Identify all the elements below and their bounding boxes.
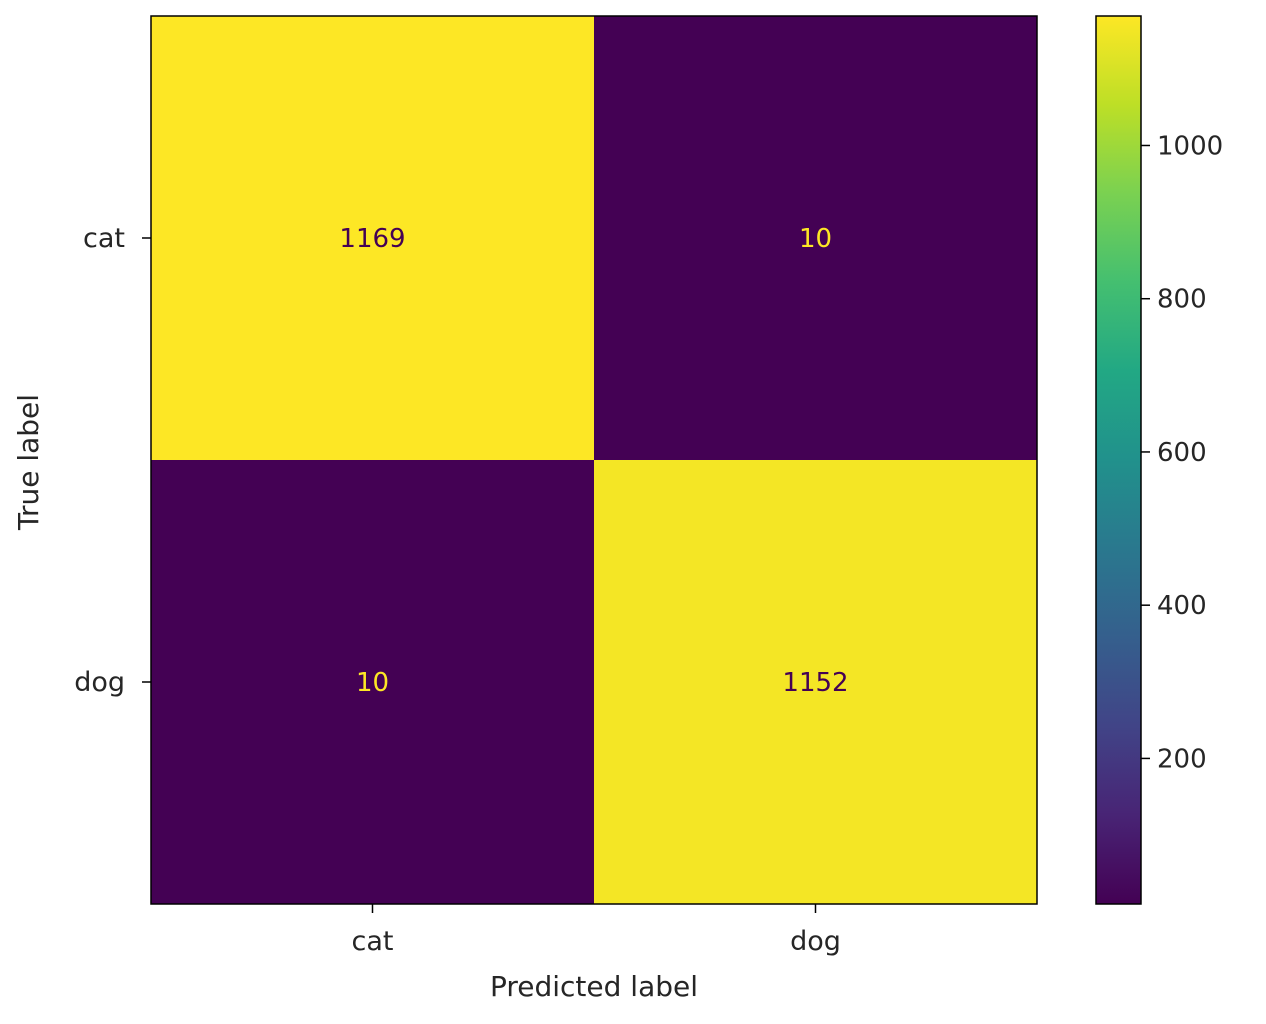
matrix-cell-cat-cat: [151, 16, 595, 461]
x-axis: cat dog: [352, 904, 841, 957]
matrix-cell-dog-cat: [151, 460, 595, 905]
y-tick-label: cat: [83, 223, 125, 254]
matrix-cell-labels: 1169 10 10 1152: [339, 224, 848, 698]
cell-value-label: 10: [356, 668, 389, 698]
x-tick-label: dog: [790, 926, 841, 957]
colorbar-tick-label: 200: [1157, 744, 1207, 774]
colorbar-tick-label: 1000: [1157, 131, 1223, 161]
matrix-cell-cat-dog: [594, 16, 1038, 461]
cell-value-label: 10: [799, 224, 832, 254]
cell-value-label: 1152: [782, 668, 848, 698]
x-tick-label: cat: [352, 926, 394, 957]
cell-value-label: 1169: [339, 224, 405, 254]
matrix-cell-dog-dog: [594, 460, 1038, 905]
colorbar-tick-label: 800: [1157, 285, 1207, 315]
colorbar-tick-label: 600: [1157, 438, 1207, 468]
matrix-cells: [151, 16, 1038, 905]
y-axis-label: True label: [12, 394, 45, 531]
plot-frame: [150, 15, 1038, 905]
y-tick-label: dog: [74, 667, 125, 698]
x-axis-label: Predicted label: [490, 970, 698, 1003]
colorbar-axis: 200 400 600 800 1000: [1141, 131, 1223, 774]
colorbar: [1095, 15, 1142, 905]
colorbar-tick-label: 400: [1157, 591, 1207, 621]
y-axis: cat dog: [74, 223, 151, 698]
